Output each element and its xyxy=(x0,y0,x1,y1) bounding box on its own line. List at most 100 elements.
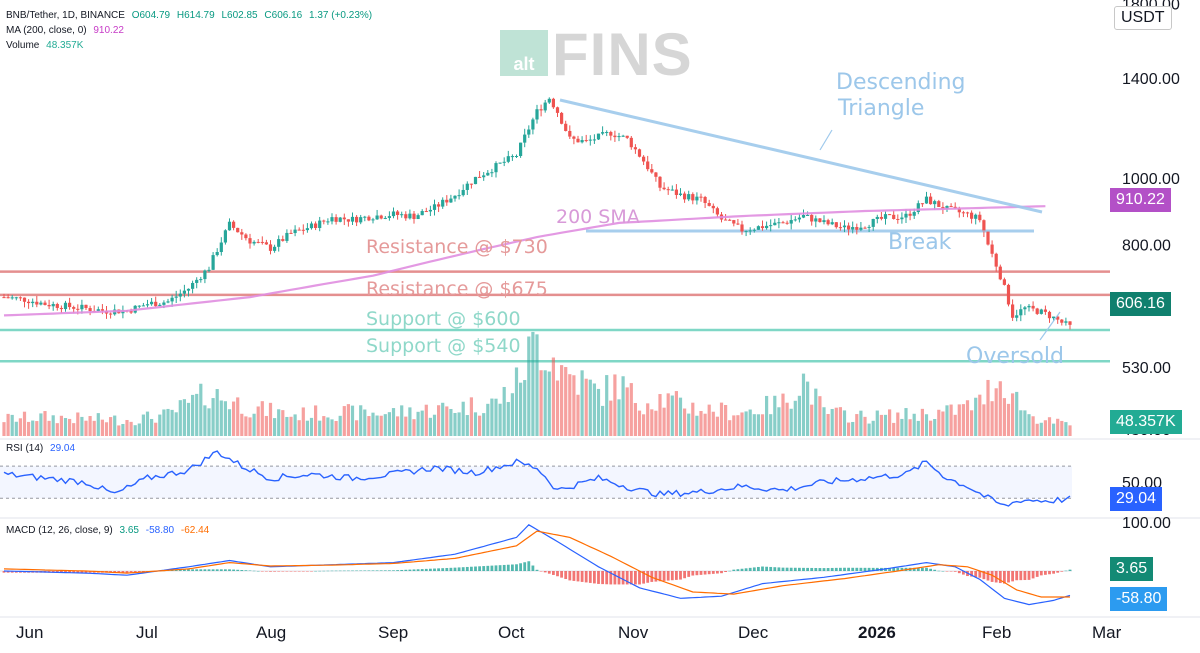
macd-histogram-bar xyxy=(687,571,691,577)
volume-bar xyxy=(744,411,748,436)
macd-histogram-bar xyxy=(613,571,617,585)
volume-bar xyxy=(478,415,482,436)
candle-body xyxy=(244,234,248,239)
candle-body xyxy=(318,220,322,228)
candle-body xyxy=(642,156,646,162)
volume-bar xyxy=(129,421,133,436)
volume-bar xyxy=(551,357,555,436)
macd-histogram-bar xyxy=(273,571,276,572)
time-axis-tick: Feb xyxy=(982,623,1011,642)
volume-bar xyxy=(432,414,437,436)
macd-histogram-bar xyxy=(818,568,822,571)
volume-bar xyxy=(293,414,297,436)
candle-body xyxy=(646,161,650,170)
candle-body xyxy=(1068,321,1072,325)
candle-body xyxy=(59,307,63,310)
volume-bar xyxy=(219,400,223,436)
macd-histogram-bar xyxy=(1064,570,1068,572)
volume-bar xyxy=(732,415,736,436)
rsi-pane xyxy=(0,450,1072,507)
candle-body xyxy=(35,301,39,305)
candle-body xyxy=(970,212,974,219)
candle-body xyxy=(453,195,457,199)
candle-body xyxy=(326,221,330,223)
candle-body xyxy=(27,301,31,304)
candle-body xyxy=(986,231,990,245)
candle-body xyxy=(949,205,953,207)
macd-histogram-bar xyxy=(72,571,76,573)
volume-bar xyxy=(670,395,674,436)
macd-histogram-bar xyxy=(183,569,186,571)
volume-bar xyxy=(826,414,830,436)
macd-histogram-bar xyxy=(1068,569,1072,571)
volume-bar xyxy=(277,409,281,436)
volume-bar xyxy=(441,402,445,436)
volume-bar xyxy=(715,416,719,436)
volume-bar xyxy=(974,397,978,436)
macd-histogram-bar xyxy=(429,568,432,571)
macd-histogram-bar xyxy=(769,566,773,571)
volume-bar xyxy=(35,421,39,436)
macd-histogram-bar xyxy=(523,562,527,571)
macd-histogram-bar xyxy=(638,571,641,585)
macd-histogram-bar xyxy=(1027,571,1031,580)
macd-histogram-bar xyxy=(547,571,551,574)
candle-body xyxy=(912,212,916,216)
candle-body xyxy=(322,220,326,222)
legend-macd: MACD (12, 26, close, 9) 3.65 -58.80 -62.… xyxy=(6,525,213,536)
candle-body xyxy=(72,307,76,309)
volume-value: 48.357K xyxy=(46,40,84,51)
macd-histogram-bar xyxy=(728,570,732,572)
volume-bar xyxy=(391,408,396,436)
macd-histogram-bar xyxy=(68,571,71,573)
candle-body xyxy=(490,172,494,174)
candle-body xyxy=(424,211,428,213)
candle-body xyxy=(510,156,514,158)
currency-selector[interactable]: USDT xyxy=(1114,6,1172,30)
volume-bar xyxy=(728,420,732,436)
volume-bar xyxy=(941,411,945,436)
rsi-line xyxy=(3,450,1071,507)
candle-body xyxy=(211,255,215,270)
macd-histogram-bar xyxy=(839,567,842,571)
volume-bar xyxy=(408,407,412,436)
volume-bar xyxy=(80,416,84,436)
annotation-resistance-675: Resistance @ $675 xyxy=(366,278,548,300)
macd-histogram-bar xyxy=(658,571,662,582)
volume-label: Volume xyxy=(6,40,40,51)
candle-body xyxy=(1056,316,1060,320)
macd-histogram-bar xyxy=(793,567,797,571)
volume-bar xyxy=(113,415,117,436)
candle-body xyxy=(1043,309,1047,312)
macd-histogram-bar xyxy=(855,567,859,571)
volume-bar xyxy=(92,420,96,436)
macd-histogram-bar xyxy=(359,570,363,572)
macd-histogram-bar xyxy=(863,567,867,571)
volume-bar xyxy=(769,414,773,436)
volume-bar xyxy=(810,404,814,436)
volume-bar xyxy=(601,405,605,436)
price-axis-tick: 1400.00 xyxy=(1122,71,1180,88)
macd-histogram-bar xyxy=(785,567,789,571)
volume-bar xyxy=(879,414,883,436)
macd-histogram-bar xyxy=(187,569,190,571)
macd-histogram-bar xyxy=(260,571,264,572)
candle-body xyxy=(687,194,691,200)
candle-body xyxy=(248,238,252,244)
candle-body xyxy=(937,201,941,207)
volume-bar xyxy=(494,398,498,436)
volume-bar xyxy=(96,413,100,436)
candle-body xyxy=(834,222,838,228)
volume-bar xyxy=(740,412,744,436)
volume-bar xyxy=(1031,416,1035,436)
volume-bar xyxy=(223,401,227,436)
macd-histogram-bar xyxy=(506,564,510,571)
volume-bar xyxy=(264,415,268,436)
candle-body xyxy=(547,98,551,103)
annotation-oversold: Oversold xyxy=(966,344,1064,369)
candle-body xyxy=(76,308,80,310)
volume-bar xyxy=(637,410,642,436)
volume-bar xyxy=(109,417,113,436)
volume-bar xyxy=(350,405,355,436)
